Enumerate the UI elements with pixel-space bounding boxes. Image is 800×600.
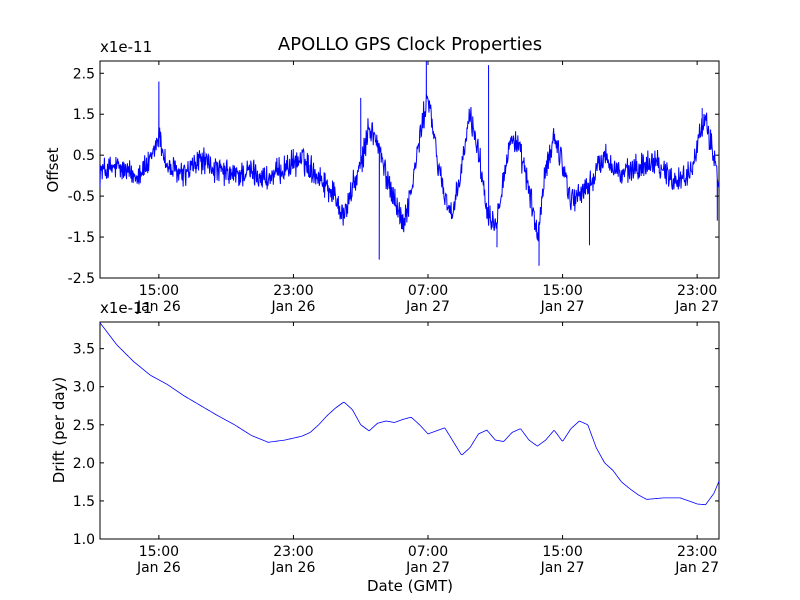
offset-x-tick-time: 15:00 xyxy=(542,283,582,299)
drift-x-tick-time: 23:00 xyxy=(273,544,313,560)
drift-y-axis-label: Drift (per day) xyxy=(50,377,68,484)
drift-series-line xyxy=(100,322,719,506)
drift-x-tick-date: Jan 27 xyxy=(540,560,585,576)
offset-x-tick-date: Jan 27 xyxy=(405,299,450,315)
offset-x-tick-time: 15:00 xyxy=(139,283,179,299)
drift-y-tick-label: 3.0 xyxy=(73,380,95,396)
drift-plot-area xyxy=(99,321,720,540)
offset-x-tick-time: 07:00 xyxy=(408,283,448,299)
offset-series-line xyxy=(100,61,719,266)
offset-marks xyxy=(100,61,719,266)
drift-y-tick-label: 3.5 xyxy=(73,342,95,358)
drift-x-tick-time: 23:00 xyxy=(677,544,717,560)
offset-x-tick-date: Jan 26 xyxy=(136,299,181,315)
offset-x-tick-date: Jan 27 xyxy=(540,299,585,315)
offset-y-tick-label: -2.5 xyxy=(68,271,95,287)
offset-y-tick-label: 1.5 xyxy=(73,107,95,123)
drift-y-tick-label: 2.5 xyxy=(73,418,95,434)
drift-x-tick-date: Jan 26 xyxy=(271,560,316,576)
offset-y-tick-label: 0.5 xyxy=(73,148,95,164)
chart-title: APOLLO GPS Clock Properties xyxy=(278,34,542,55)
drift-y-multiplier: x1e-11 xyxy=(100,299,152,317)
x-axis-label: Date (GMT) xyxy=(367,577,453,595)
drift-marks xyxy=(100,322,719,506)
offset-y-tick-label: -0.5 xyxy=(68,189,95,205)
drift-x-tick-time: 07:00 xyxy=(408,544,448,560)
offset-x-tick-date: Jan 27 xyxy=(674,299,719,315)
offset-x-tick-time: 23:00 xyxy=(273,283,313,299)
drift-x-tick-time: 15:00 xyxy=(139,544,179,560)
drift-y-tick-label: 1.0 xyxy=(73,532,95,548)
offset-y-tick-label: -1.5 xyxy=(68,230,95,246)
drift-x-tick-time: 15:00 xyxy=(542,544,582,560)
drift-x-tick-date: Jan 26 xyxy=(136,560,181,576)
offset-y-tick-label: 2.5 xyxy=(73,66,95,82)
offset-x-tick-time: 23:00 xyxy=(677,283,717,299)
drift-x-tick-date: Jan 27 xyxy=(674,560,719,576)
drift-x-tick-date: Jan 27 xyxy=(405,560,450,576)
drift-y-tick-label: 1.5 xyxy=(73,494,95,510)
offset-y-multiplier: x1e-11 xyxy=(100,38,152,56)
offset-x-tick-date: Jan 26 xyxy=(271,299,316,315)
offset-y-axis-label: Offset xyxy=(44,147,62,192)
drift-y-tick-label: 2.0 xyxy=(73,456,95,472)
